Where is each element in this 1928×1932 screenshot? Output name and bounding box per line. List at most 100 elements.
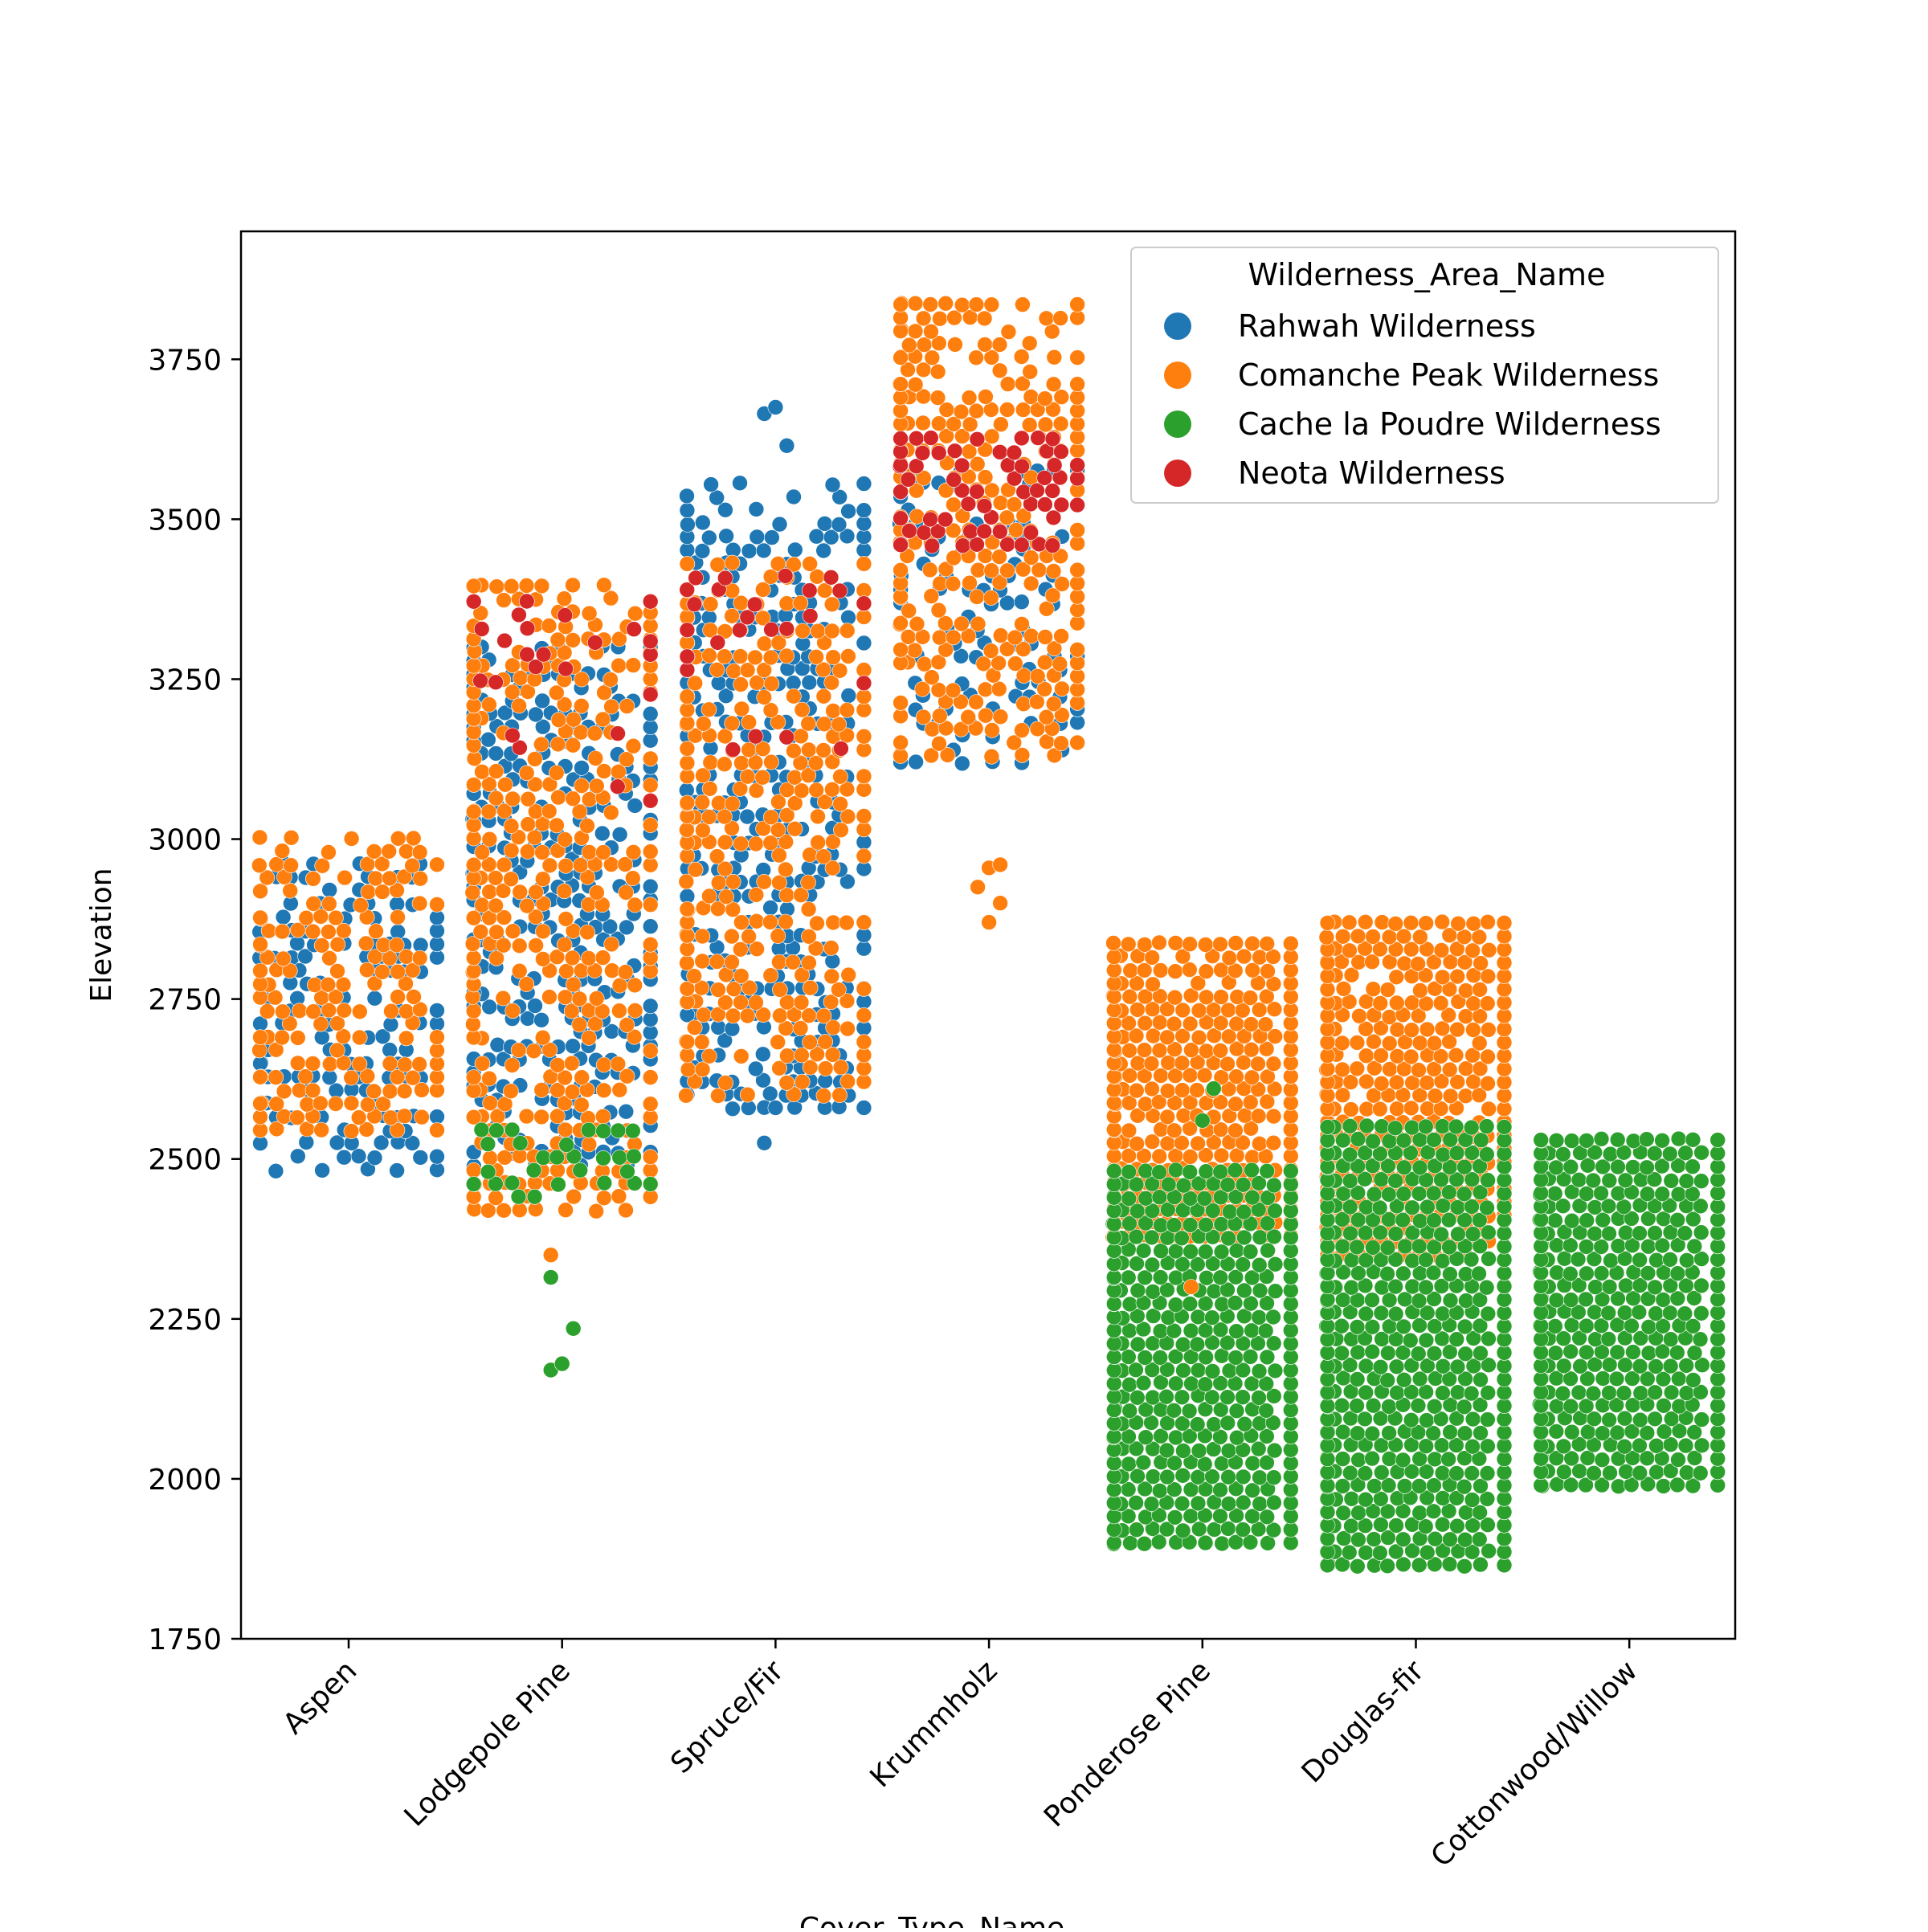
swarm-point [1007, 629, 1023, 646]
swarm-point [701, 1048, 717, 1064]
swarm-point [1411, 1159, 1428, 1176]
swarm-point [1283, 1362, 1299, 1379]
swarm-point [474, 1056, 491, 1072]
swarm-point [619, 1017, 635, 1033]
swarm-point [679, 954, 695, 971]
swarm-point [574, 778, 590, 794]
swarm-point [1138, 1191, 1154, 1207]
swarm-point [724, 607, 740, 624]
swarm-point [1129, 1082, 1145, 1099]
swarm-point [945, 575, 962, 592]
swarm-point [565, 577, 581, 594]
swarm-point [1122, 962, 1138, 978]
swarm-point [1007, 656, 1023, 672]
swarm-point [701, 529, 717, 546]
swarm-point [1358, 1073, 1375, 1090]
swarm-point [1319, 1424, 1336, 1440]
swarm-point [1349, 1319, 1366, 1335]
swarm-point [1693, 1173, 1709, 1189]
swarm-point [1334, 929, 1351, 945]
swarm-point [709, 661, 725, 678]
swarm-point [739, 1007, 756, 1024]
swarm-point [1496, 1464, 1513, 1481]
swarm-point [488, 1190, 504, 1206]
swarm-point [909, 615, 925, 632]
swarm-point [831, 517, 848, 533]
swarm-point [642, 1069, 659, 1085]
swarm-point [1251, 1363, 1268, 1379]
swarm-point [1342, 1304, 1358, 1320]
swarm-point [817, 1034, 833, 1050]
outlier-point [778, 437, 795, 454]
swarm-point [1106, 949, 1122, 965]
swarm-point [938, 428, 954, 444]
swarm-point [1151, 934, 1167, 951]
swarm-point [771, 875, 787, 891]
swarm-point [786, 488, 802, 505]
swarm-point [1593, 1131, 1610, 1147]
swarm-point [1411, 1213, 1428, 1229]
swarm-point [1693, 1198, 1709, 1215]
swarm-point [519, 843, 536, 860]
swarm-point [642, 963, 659, 979]
swarm-point [518, 578, 535, 594]
swarm-point [619, 698, 635, 714]
swarm-point [946, 496, 962, 513]
swarm-point [1158, 1521, 1175, 1538]
swarm-point [839, 993, 856, 1009]
swarm-point [856, 476, 872, 492]
swarm-point [808, 782, 825, 799]
swarm-point [1373, 1171, 1390, 1187]
swarm-point [1267, 1283, 1284, 1299]
swarm-point [1379, 1240, 1396, 1256]
swarm-point [810, 808, 826, 825]
swarm-point [1449, 941, 1465, 957]
swarm-point [1198, 1147, 1214, 1163]
swarm-point [893, 349, 909, 366]
swarm-point [687, 1073, 703, 1089]
swarm-point [1387, 1252, 1404, 1268]
swarm-point [1411, 1062, 1427, 1078]
swarm-point [1496, 1530, 1513, 1547]
swarm-point [1283, 1522, 1299, 1538]
swarm-point [1199, 1270, 1215, 1286]
swarm-point [382, 1016, 399, 1033]
swarm-point [914, 680, 930, 697]
swarm-point [1266, 1228, 1282, 1245]
swarm-point [1174, 1495, 1191, 1512]
swarm-point [1283, 1015, 1299, 1031]
swarm-point [368, 923, 384, 939]
swarm-point [1283, 1216, 1299, 1232]
swarm-point [954, 296, 970, 313]
x-tick-label: Krummholz [864, 1654, 1003, 1794]
x-tick-label: Aspen [277, 1654, 364, 1741]
swarm-point [1319, 968, 1336, 984]
swarm-point [557, 607, 574, 623]
swarm-point [1426, 1212, 1442, 1228]
swarm-point [1143, 1229, 1160, 1246]
swarm-point [1473, 1556, 1489, 1573]
swarm-point [1106, 1216, 1122, 1232]
swarm-point [1343, 1101, 1359, 1117]
swarm-point [1204, 1468, 1220, 1485]
y-tick-label: 3500 [148, 504, 222, 537]
legend-marker [1164, 410, 1191, 438]
swarm-point [1709, 1225, 1726, 1241]
swarm-point [1038, 310, 1055, 327]
swarm-point [329, 963, 345, 979]
swarm-point [1342, 1074, 1359, 1090]
swarm-point [1069, 562, 1085, 578]
swarm-point [1579, 1344, 1595, 1361]
swarm-point [595, 844, 611, 860]
swarm-point [1435, 1385, 1451, 1401]
swarm-point [1685, 1211, 1701, 1227]
swarm-point [429, 856, 445, 873]
swarm-point [999, 376, 1016, 392]
swarm-point [1601, 1357, 1618, 1373]
swarm-point [1496, 1132, 1513, 1149]
swarm-point [1456, 929, 1473, 946]
swarm-point [680, 1061, 696, 1077]
swarm-point [550, 712, 567, 729]
swarm-point [503, 842, 520, 859]
y-tick-label: 2500 [148, 1144, 222, 1177]
